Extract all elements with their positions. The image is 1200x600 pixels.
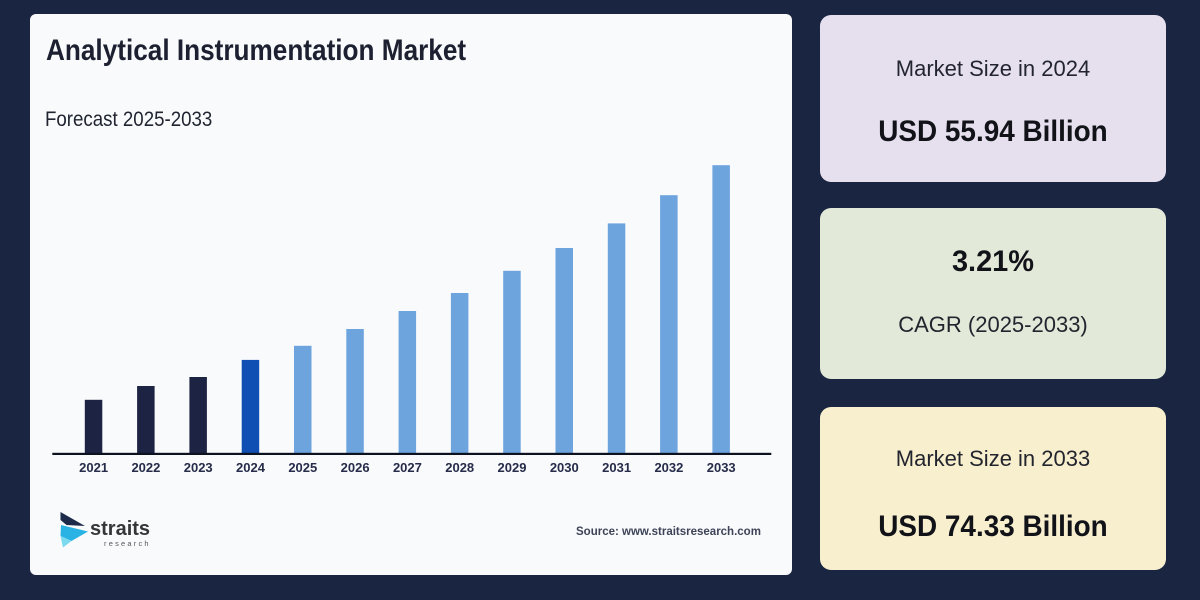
svg-text:2033: 2033 xyxy=(707,460,736,475)
svg-text:2025: 2025 xyxy=(288,460,317,475)
svg-text:2024: 2024 xyxy=(236,460,266,475)
svg-text:2022: 2022 xyxy=(131,460,160,475)
svg-text:2031: 2031 xyxy=(602,460,631,475)
svg-text:2032: 2032 xyxy=(654,460,683,475)
svg-text:2027: 2027 xyxy=(393,460,422,475)
svg-text:2030: 2030 xyxy=(550,460,579,475)
svg-text:2023: 2023 xyxy=(184,460,213,475)
svg-text:2028: 2028 xyxy=(445,460,474,475)
svg-text:2029: 2029 xyxy=(498,460,527,475)
svg-text:2026: 2026 xyxy=(341,460,370,475)
svg-text:2021: 2021 xyxy=(79,460,108,475)
